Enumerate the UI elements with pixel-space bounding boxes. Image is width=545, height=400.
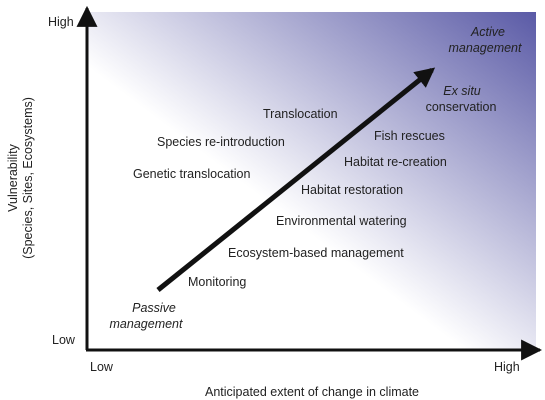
gradient-background xyxy=(87,12,536,350)
ecosystem-based-management-label: Ecosystem-based management xyxy=(228,246,404,260)
x-high-label: High xyxy=(494,360,520,374)
passive-management-label-line2: management xyxy=(110,317,183,331)
active-management-label-line1: Active xyxy=(470,25,505,39)
species-reintroduction-label: Species re-introduction xyxy=(157,135,285,149)
genetic-translocation-label: Genetic translocation xyxy=(133,167,250,181)
monitoring-label: Monitoring xyxy=(188,275,246,289)
fish-rescues-label: Fish rescues xyxy=(374,129,445,143)
y-low-label: Low xyxy=(52,333,76,347)
y-axis-title: Vulnerability (Species, Sites, Ecosystem… xyxy=(6,97,35,259)
habitat-recreation-label: Habitat re-creation xyxy=(344,155,447,169)
trend-arrow xyxy=(156,67,436,292)
active-management-label-line2: management xyxy=(449,41,522,55)
translocation-label: Translocation xyxy=(263,107,338,121)
habitat-restoration-label: Habitat restoration xyxy=(301,183,403,197)
y-axis-title-line1: Vulnerability xyxy=(6,143,20,211)
environmental-watering-label: Environmental watering xyxy=(276,214,407,228)
x-axis-title: Anticipated extent of change in climate xyxy=(205,385,419,399)
y-axis-title-line2: (Species, Sites, Ecosystems) xyxy=(21,97,35,259)
ex-situ-label-line2: conservation xyxy=(426,100,497,114)
passive-management-label-line1: Passive xyxy=(132,301,176,315)
ex-situ-label-line1: Ex situ xyxy=(443,84,481,98)
y-high-label: High xyxy=(48,15,74,29)
x-low-label: Low xyxy=(90,360,114,374)
